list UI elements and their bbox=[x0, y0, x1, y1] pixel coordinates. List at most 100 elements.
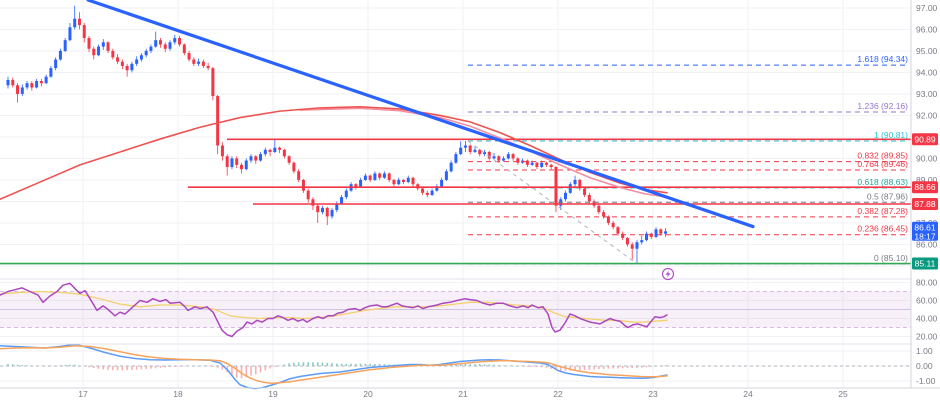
price-badge-text: 90.89 bbox=[914, 134, 936, 144]
candle-body bbox=[163, 44, 167, 49]
candle-body bbox=[306, 190, 310, 200]
panel-separators bbox=[0, 0, 940, 389]
fib-level-label: 1.236 (92.16) bbox=[857, 101, 908, 111]
candle-body bbox=[621, 233, 625, 238]
price-level-badge bbox=[912, 257, 938, 270]
candle-body bbox=[373, 173, 377, 180]
price-badge-text: 88.66 bbox=[914, 182, 936, 192]
candle-body bbox=[187, 53, 191, 60]
candle-body bbox=[30, 83, 34, 88]
fib-level-label: 0.764 (89.46) bbox=[857, 159, 908, 169]
candle-body bbox=[58, 50, 62, 60]
candle-body bbox=[92, 48, 96, 56]
candle-body bbox=[201, 61, 205, 66]
candle-body bbox=[578, 179, 582, 189]
candle-body bbox=[316, 205, 320, 213]
candle-body bbox=[211, 68, 215, 97]
candle-body bbox=[287, 156, 291, 163]
candle-body bbox=[263, 149, 267, 155]
candle-body bbox=[311, 199, 315, 206]
candle-body bbox=[435, 186, 439, 191]
fib-anchor-trend bbox=[467, 140, 638, 265]
rsi-band bbox=[0, 291, 911, 328]
candle-body bbox=[73, 18, 77, 28]
candle-body bbox=[554, 167, 558, 206]
candle-body bbox=[540, 162, 544, 168]
candle-body bbox=[273, 147, 277, 152]
candle-body bbox=[144, 50, 148, 56]
rsi-line bbox=[0, 282, 668, 338]
candle-body bbox=[463, 145, 467, 148]
candle-body bbox=[430, 190, 434, 195]
trendline bbox=[86, 0, 755, 229]
candle-body bbox=[278, 147, 282, 150]
candle-body bbox=[325, 207, 329, 217]
candle-body bbox=[225, 156, 229, 168]
candle-body bbox=[416, 184, 420, 189]
candle-body bbox=[216, 96, 220, 146]
candle-body bbox=[664, 231, 668, 234]
candle-body bbox=[487, 151, 491, 159]
candle-body bbox=[154, 40, 158, 47]
candle-body bbox=[497, 156, 501, 161]
candle-body bbox=[301, 179, 305, 191]
horizontal-price-lines[interactable] bbox=[0, 138, 911, 265]
axis-price-label: 90.00 bbox=[916, 153, 938, 163]
axis-time-label: 19 bbox=[268, 389, 278, 399]
candle-body bbox=[44, 76, 48, 84]
candle-body bbox=[297, 171, 301, 180]
rsi-ma-line bbox=[0, 290, 668, 323]
candle-body bbox=[549, 164, 553, 168]
candle-body bbox=[573, 179, 577, 185]
candle-body bbox=[544, 162, 548, 165]
candle-body bbox=[282, 149, 286, 157]
candle-body bbox=[197, 61, 201, 64]
axis-time-label: 25 bbox=[838, 389, 848, 399]
last-price-badge bbox=[912, 221, 938, 241]
candle-body bbox=[454, 154, 458, 163]
axis-price-label: 97.00 bbox=[916, 3, 938, 13]
fib-level-label: 0.832 (89.85) bbox=[857, 151, 908, 161]
candle-body bbox=[421, 188, 425, 193]
price-badge-text: 18:17 bbox=[914, 231, 936, 241]
axis-price-label: 60.00 bbox=[916, 296, 938, 306]
candle-body bbox=[468, 145, 472, 152]
macd-indicator bbox=[0, 343, 911, 390]
candle-body bbox=[235, 158, 239, 165]
candle-body bbox=[320, 207, 324, 213]
candle-body bbox=[359, 179, 363, 187]
ma-fast-line bbox=[0, 106, 668, 201]
candle-body bbox=[368, 175, 372, 180]
candle-body bbox=[101, 42, 105, 47]
candle-body bbox=[640, 240, 644, 243]
axis-price-label: 86.00 bbox=[916, 239, 938, 249]
descending-trendline[interactable] bbox=[86, 0, 755, 229]
candle-body bbox=[268, 149, 272, 152]
axis-price-label: 20.00 bbox=[916, 332, 938, 342]
candle-body bbox=[444, 171, 448, 180]
candle-body bbox=[192, 59, 196, 64]
price-level-badge bbox=[912, 133, 938, 146]
time-axis[interactable]: 17 18 19 20 21 22 23 24 25 bbox=[78, 389, 848, 399]
candle-body bbox=[506, 154, 510, 159]
axis-price-label: -1.00 bbox=[916, 376, 936, 386]
candle-body bbox=[168, 42, 172, 49]
candle-body bbox=[602, 212, 606, 217]
axis-time-label: 17 bbox=[78, 389, 88, 399]
fibonacci-levels[interactable]: 1.618 (94.34) 1.236 (92.16) 1 (90.81) 0.832… bbox=[467, 54, 908, 265]
candle-body bbox=[116, 57, 120, 62]
candle-body bbox=[120, 61, 124, 66]
axis-time-label: 24 bbox=[743, 389, 753, 399]
candle-body bbox=[611, 222, 615, 228]
fib-level-label: 0.5 (87.96) bbox=[867, 191, 908, 201]
lightning-bolt-glyph bbox=[665, 270, 671, 278]
axis-price-label: 0.00 bbox=[916, 361, 933, 371]
candle-body bbox=[139, 55, 143, 60]
candle-body bbox=[111, 50, 115, 58]
candle-body bbox=[564, 192, 568, 200]
fib-level-label: 0.236 (86.45) bbox=[857, 224, 908, 234]
lightning-marker-icon[interactable] bbox=[661, 267, 675, 281]
